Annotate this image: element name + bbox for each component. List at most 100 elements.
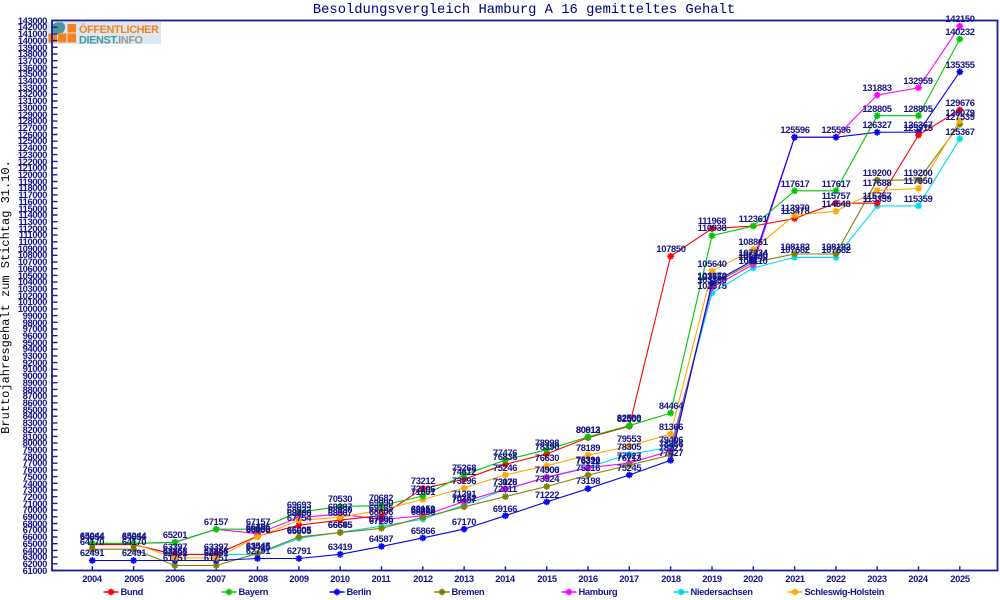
svg-text:141000: 141000 bbox=[18, 28, 47, 39]
svg-text:73076: 73076 bbox=[493, 476, 517, 487]
svg-text:73128: 73128 bbox=[493, 476, 517, 487]
svg-text:72011: 72011 bbox=[493, 483, 517, 494]
svg-text:89000: 89000 bbox=[23, 377, 47, 388]
svg-text:2017: 2017 bbox=[619, 573, 639, 584]
svg-text:68912: 68912 bbox=[411, 504, 435, 515]
svg-text:100000: 100000 bbox=[18, 303, 47, 314]
svg-text:77027: 77027 bbox=[617, 450, 641, 461]
svg-text:2016: 2016 bbox=[578, 573, 598, 584]
svg-text:92000: 92000 bbox=[23, 357, 47, 368]
svg-text:68606: 68606 bbox=[369, 506, 393, 517]
svg-text:66000: 66000 bbox=[23, 531, 47, 542]
svg-text:2008: 2008 bbox=[248, 573, 268, 584]
svg-text:115000: 115000 bbox=[18, 203, 47, 214]
svg-text:107850: 107850 bbox=[656, 243, 685, 254]
svg-text:117617: 117617 bbox=[781, 178, 810, 189]
svg-text:110000: 110000 bbox=[18, 236, 47, 247]
svg-text:74612: 74612 bbox=[452, 466, 476, 477]
svg-text:108182: 108182 bbox=[821, 241, 850, 252]
svg-text:112000: 112000 bbox=[18, 223, 47, 234]
svg-text:2019: 2019 bbox=[702, 573, 722, 584]
svg-text:69000: 69000 bbox=[23, 511, 47, 522]
svg-text:67000: 67000 bbox=[23, 524, 47, 535]
svg-text:84464: 84464 bbox=[659, 400, 684, 411]
svg-text:125000: 125000 bbox=[18, 135, 47, 146]
svg-text:115359: 115359 bbox=[904, 193, 933, 204]
svg-text:Bayern: Bayern bbox=[239, 586, 269, 597]
svg-text:63545: 63545 bbox=[246, 540, 270, 551]
svg-text:74000: 74000 bbox=[23, 478, 47, 489]
svg-text:76000: 76000 bbox=[23, 464, 47, 475]
svg-text:2009: 2009 bbox=[289, 573, 309, 584]
svg-text:74900: 74900 bbox=[535, 464, 559, 475]
svg-text:128000: 128000 bbox=[18, 115, 47, 126]
svg-text:117688: 117688 bbox=[863, 177, 892, 188]
svg-text:134000: 134000 bbox=[18, 75, 47, 86]
svg-text:63000: 63000 bbox=[23, 551, 47, 562]
svg-text:2021: 2021 bbox=[785, 573, 805, 584]
svg-text:83000: 83000 bbox=[23, 417, 47, 428]
svg-text:126000: 126000 bbox=[18, 129, 47, 140]
svg-text:62868: 62868 bbox=[163, 545, 187, 556]
svg-text:128805: 128805 bbox=[862, 103, 891, 114]
svg-text:142150: 142150 bbox=[945, 13, 974, 24]
svg-text:69166: 69166 bbox=[493, 503, 517, 514]
svg-text:69387: 69387 bbox=[328, 501, 352, 512]
svg-text:111000: 111000 bbox=[19, 229, 47, 240]
svg-text:118000: 118000 bbox=[18, 182, 47, 193]
svg-text:76396: 76396 bbox=[576, 454, 600, 465]
svg-text:73524: 73524 bbox=[535, 473, 560, 484]
svg-text:2010: 2010 bbox=[330, 573, 350, 584]
svg-text:69159: 69159 bbox=[411, 503, 435, 514]
svg-text:113970: 113970 bbox=[781, 202, 810, 213]
svg-text:105640: 105640 bbox=[697, 258, 726, 269]
svg-text:128805: 128805 bbox=[903, 103, 932, 114]
svg-text:78998: 78998 bbox=[535, 437, 559, 448]
svg-text:2006: 2006 bbox=[165, 573, 185, 584]
svg-text:68507: 68507 bbox=[328, 507, 352, 518]
svg-text:71222: 71222 bbox=[535, 489, 559, 500]
svg-text:131000: 131000 bbox=[18, 95, 47, 106]
svg-text:2024: 2024 bbox=[908, 573, 929, 584]
svg-text:64854: 64854 bbox=[80, 531, 105, 542]
svg-text:123000: 123000 bbox=[18, 149, 47, 160]
svg-text:107234: 107234 bbox=[738, 247, 768, 258]
svg-text:93000: 93000 bbox=[23, 350, 47, 361]
svg-text:78305: 78305 bbox=[617, 441, 641, 452]
svg-text:114548: 114548 bbox=[822, 198, 851, 209]
svg-text:75216: 75216 bbox=[576, 462, 600, 473]
svg-text:137000: 137000 bbox=[18, 55, 47, 66]
svg-text:71000: 71000 bbox=[23, 498, 47, 509]
svg-text:108861: 108861 bbox=[738, 236, 767, 247]
svg-text:132959: 132959 bbox=[903, 75, 932, 86]
svg-text:67754: 67754 bbox=[287, 512, 312, 523]
svg-text:98000: 98000 bbox=[23, 317, 47, 328]
svg-text:62868: 62868 bbox=[204, 545, 228, 556]
svg-text:2014: 2014 bbox=[495, 573, 516, 584]
svg-text:108182: 108182 bbox=[780, 241, 809, 252]
svg-text:Berlin: Berlin bbox=[347, 586, 372, 597]
svg-text:125915: 125915 bbox=[903, 122, 932, 133]
svg-text:62791: 62791 bbox=[246, 545, 270, 556]
svg-text:111968: 111968 bbox=[698, 215, 726, 226]
svg-text:121000: 121000 bbox=[18, 162, 47, 173]
svg-text:77427: 77427 bbox=[659, 447, 683, 458]
svg-text:2007: 2007 bbox=[206, 573, 226, 584]
svg-text:2018: 2018 bbox=[661, 573, 681, 584]
svg-text:84000: 84000 bbox=[23, 410, 47, 421]
svg-text:117000: 117000 bbox=[18, 189, 47, 200]
svg-text:129000: 129000 bbox=[18, 109, 47, 120]
svg-text:140232: 140232 bbox=[945, 26, 974, 37]
svg-text:62791: 62791 bbox=[287, 545, 311, 556]
svg-text:78227: 78227 bbox=[659, 442, 683, 453]
svg-text:125596: 125596 bbox=[780, 124, 809, 135]
svg-text:2022: 2022 bbox=[826, 573, 846, 584]
svg-text:65000: 65000 bbox=[23, 538, 47, 549]
svg-text:63397: 63397 bbox=[204, 541, 228, 552]
svg-text:71601: 71601 bbox=[411, 486, 435, 497]
svg-text:2025: 2025 bbox=[950, 573, 970, 584]
svg-text:78836: 78836 bbox=[659, 438, 683, 449]
svg-text:68000: 68000 bbox=[23, 518, 47, 529]
svg-text:74906: 74906 bbox=[535, 464, 559, 475]
svg-text:87000: 87000 bbox=[23, 390, 47, 401]
